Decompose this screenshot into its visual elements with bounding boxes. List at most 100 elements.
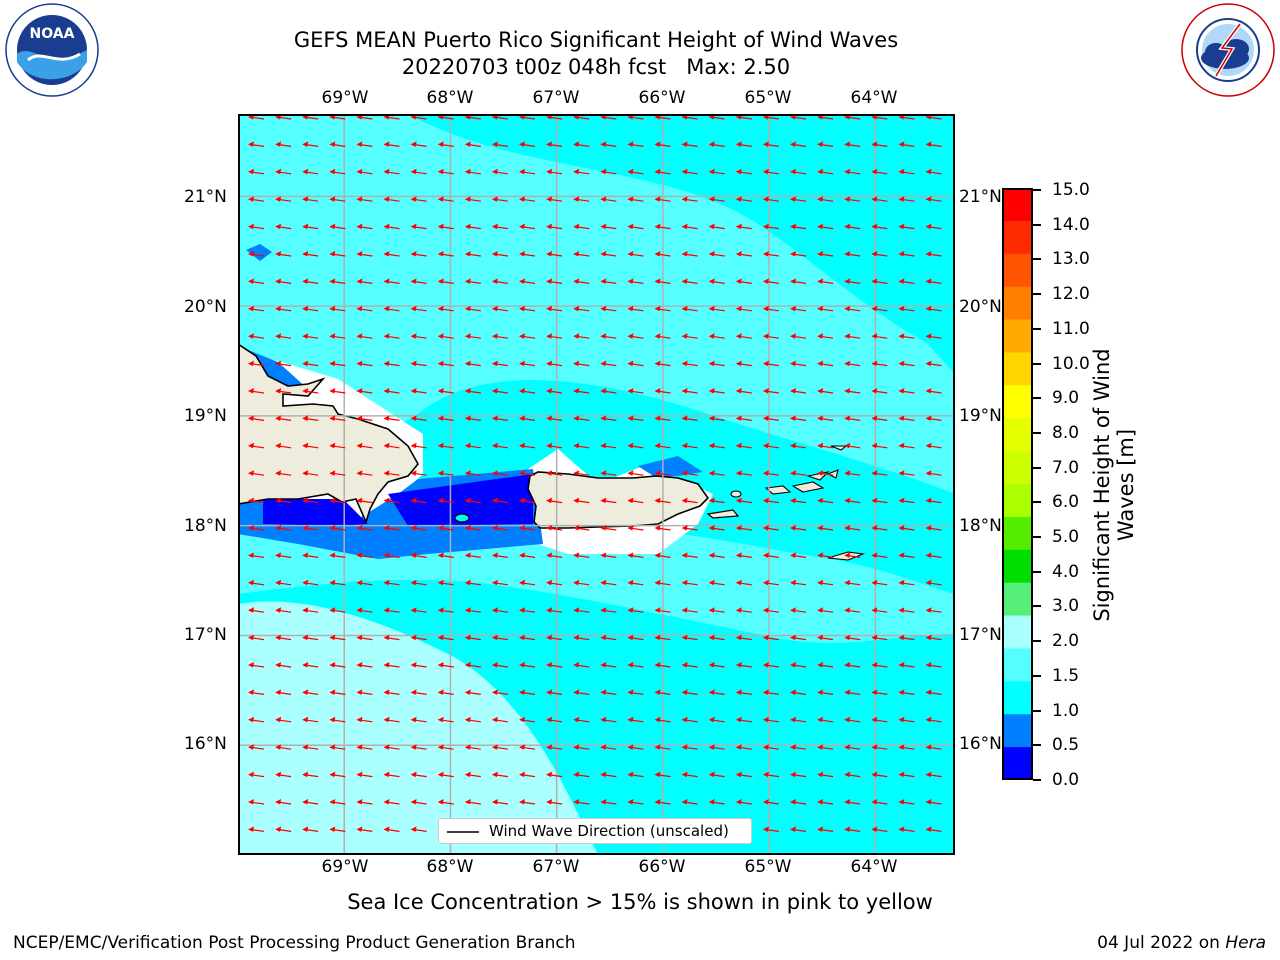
wave-direction-arrow (410, 799, 427, 805)
wave-direction-arrow (329, 415, 346, 421)
wave-direction-arrow (410, 305, 427, 312)
island-st-john (791, 481, 825, 493)
wave-direction-arrow (573, 497, 590, 504)
wave-direction-arrow (356, 744, 373, 750)
wave-direction-arrow (925, 470, 942, 476)
wave-direction-arrow (573, 141, 590, 147)
wave-direction-arrow (627, 470, 644, 476)
wave-direction-arrow (356, 442, 373, 449)
wave-direction-arrow (464, 305, 481, 312)
lon-label-top: 67°W (532, 88, 580, 108)
wave-direction-arrow (248, 196, 265, 202)
noaa-logo-icon: NOAA (2, 2, 102, 102)
wave-direction-arrow (817, 251, 834, 257)
wave-direction-arrow (329, 442, 346, 449)
wave-direction-arrow (410, 744, 427, 750)
wave-direction-arrow (790, 525, 807, 531)
wave-direction-arrow (681, 799, 698, 805)
wave-direction-arrow (329, 497, 346, 504)
wave-direction-arrow (681, 634, 698, 641)
wave-direction-arrow (464, 360, 481, 367)
wave-direction-arrow (708, 168, 725, 175)
wave-direction-arrow (654, 607, 671, 613)
wave-direction-arrow (790, 388, 807, 394)
wave-direction-arrow (817, 442, 834, 449)
lon-label-bottom: 68°W (426, 857, 474, 877)
wave-direction-arrow (464, 470, 481, 476)
wave-direction-arrow (681, 470, 698, 476)
wave-direction-arrow (898, 497, 915, 504)
sea-ice-note: Sea Ice Concentration > 15% is shown in … (347, 890, 933, 914)
wave-direction-arrow (708, 744, 725, 750)
wave-direction-arrow (573, 662, 590, 668)
run-date: 04 Jul 2022 on Hera (1097, 933, 1266, 953)
wave-direction-arrow (925, 552, 942, 558)
wave-direction-arrow (546, 388, 563, 394)
wave-direction-arrow (871, 333, 888, 339)
wave-direction-arrow (627, 388, 644, 394)
wave-direction-arrow (681, 333, 698, 339)
wave-direction-arrow (383, 662, 400, 668)
wave-direction-arrow (762, 579, 779, 586)
wave-direction-arrow (708, 360, 725, 367)
lat-label-right: 21°N (959, 187, 1002, 207)
wave-direction-arrow (925, 442, 942, 449)
colorbar-tick-label: 12.0 (1052, 284, 1090, 305)
wave-direction-arrow (762, 388, 779, 394)
wave-direction-arrow (898, 634, 915, 641)
wave-direction-arrow (546, 141, 563, 147)
wave-direction-arrow (708, 607, 725, 613)
colorbar-segment (1002, 615, 1033, 649)
wave-direction-arrow (925, 168, 942, 175)
wave-direction-arrow (383, 442, 400, 449)
wave-direction-arrow (762, 744, 779, 750)
wave-direction-arrow (383, 579, 400, 586)
wave-direction-arrow (356, 799, 373, 805)
wave-direction-arrow (302, 826, 319, 832)
wave-direction-arrow (248, 689, 265, 695)
wave-direction-arrow (681, 525, 698, 531)
wave-direction-arrow (248, 388, 265, 394)
wave-direction-arrow (573, 525, 590, 531)
wave-direction-arrow (437, 525, 454, 531)
wave-direction-arrow (654, 799, 671, 805)
wave-direction-arrow (329, 662, 346, 668)
wave-direction-arrow (464, 744, 481, 750)
wave-direction-arrow (248, 470, 265, 476)
wave-direction-arrow (708, 470, 725, 476)
wave-direction-arrow (708, 305, 725, 312)
wave-direction-arrow (735, 415, 752, 421)
wave-direction-arrow (356, 552, 373, 558)
wave-direction-arrow (546, 278, 563, 284)
wave-direction-arrow (817, 634, 834, 641)
lat-label-right: 20°N (959, 297, 1002, 317)
wave-direction-arrow (681, 771, 698, 778)
wave-direction-arrow (600, 716, 617, 723)
wave-direction-arrow (708, 799, 725, 805)
wave-direction-arrow (275, 497, 292, 504)
wave-direction-arrow (546, 634, 563, 641)
wave-direction-arrow (844, 223, 861, 230)
wave-direction-arrow (302, 415, 319, 421)
wave-direction-arrow (871, 497, 888, 504)
wave-direction-arrow (248, 360, 265, 367)
legend-label: Wind Wave Direction (unscaled) (489, 822, 729, 840)
wave-direction-arrow (437, 388, 454, 394)
wave-direction-arrow (437, 333, 454, 339)
wave-direction-arrow (817, 607, 834, 613)
wave-direction-arrow (302, 196, 319, 202)
wave-direction-arrow (329, 223, 346, 230)
colorbar-tick-mark (1033, 258, 1041, 261)
wave-direction-arrow (356, 278, 373, 284)
wave-direction-arrow (871, 442, 888, 449)
wave-direction-arrow (871, 251, 888, 257)
wave-direction-arrow (248, 305, 265, 312)
wave-direction-arrow (275, 196, 292, 202)
wave-direction-arrow (410, 168, 427, 175)
wave-direction-arrow (708, 634, 725, 641)
wave-direction-arrow (410, 196, 427, 202)
wave-direction-arrow (790, 552, 807, 558)
wave-direction-arrow (275, 826, 292, 832)
wave-direction-arrow (898, 799, 915, 805)
wave-direction-arrow (302, 223, 319, 230)
